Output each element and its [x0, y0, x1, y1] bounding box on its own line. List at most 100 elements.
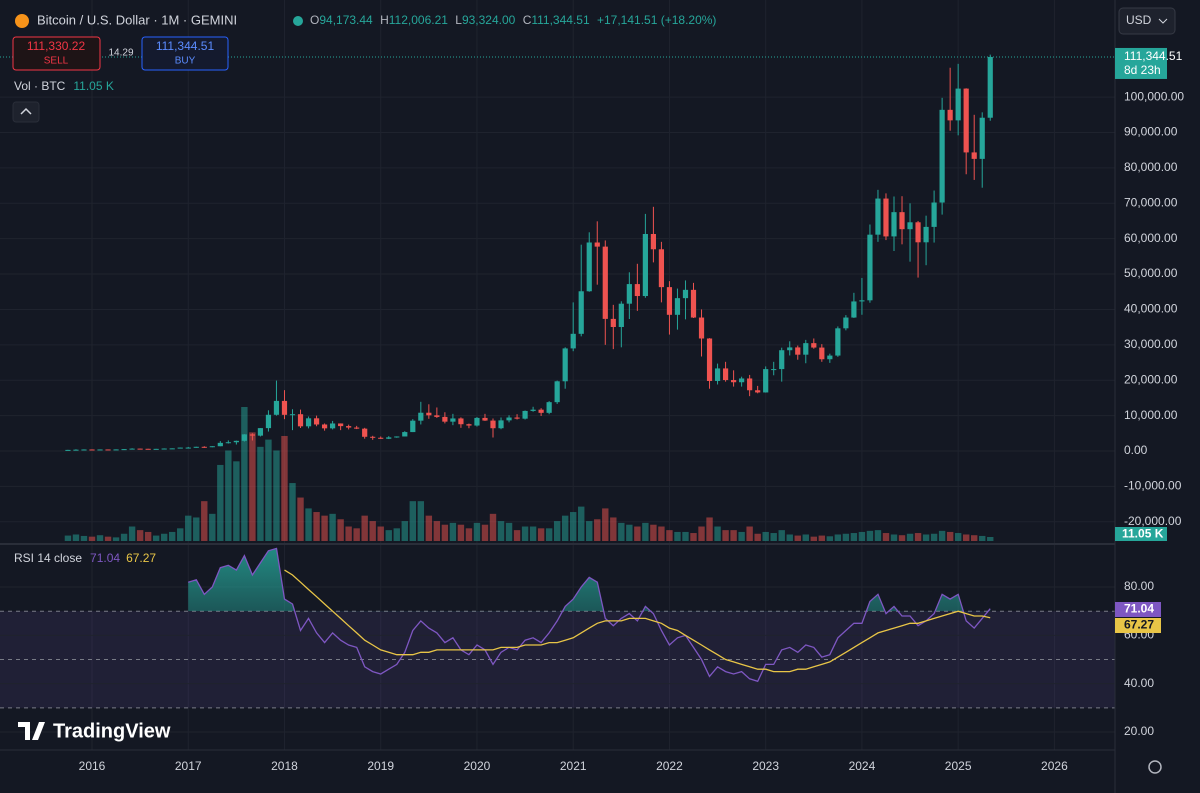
volume-bar	[289, 483, 296, 541]
volume-bar	[553, 521, 561, 541]
y-tick-label: 50,000.00	[1124, 266, 1178, 280]
rsi-tag	[1115, 618, 1161, 633]
change: +17,141.51 (+18.20%)	[597, 13, 716, 27]
volume-bar	[225, 450, 232, 541]
candle-body	[313, 418, 320, 425]
logo-icon	[18, 722, 45, 740]
candle-body	[931, 202, 937, 227]
x-tick-label: 2026	[1041, 759, 1068, 773]
ohlc-key: L	[455, 13, 462, 27]
volume-bar	[626, 524, 633, 541]
volume-bar	[489, 513, 497, 541]
candle-body	[706, 338, 713, 381]
candle-body	[362, 428, 368, 437]
candle-body	[763, 369, 769, 393]
volume-bar	[537, 528, 545, 541]
candle-body	[81, 449, 87, 451]
volume-bar	[112, 537, 120, 541]
volume-bar	[962, 534, 970, 541]
volume-bar	[201, 501, 208, 541]
y-tick-label: 10,000.00	[1124, 408, 1178, 422]
x-tick-label: 2022	[656, 759, 683, 773]
spread: 14.29	[108, 48, 133, 59]
candle-body	[843, 317, 849, 329]
candle-body	[418, 412, 424, 421]
y-tick-label: 70,000.00	[1124, 195, 1178, 209]
volume-bar	[265, 439, 272, 541]
ohlc-value: 93,324.00	[462, 13, 516, 27]
candle-body	[602, 246, 608, 319]
rsi-tag-value: 71.04	[1124, 602, 1154, 616]
volume-bar	[618, 522, 625, 541]
candle-body	[530, 409, 536, 411]
rsi-tick-label: 40.00	[1124, 676, 1154, 690]
candle-body	[570, 333, 576, 349]
volume-bar	[329, 513, 336, 541]
volume-bar	[64, 535, 72, 541]
volume-bar	[377, 526, 384, 541]
market-status[interactable]	[293, 16, 303, 26]
collapse-button[interactable]	[12, 101, 40, 123]
candle-body	[241, 434, 247, 441]
candle-body	[257, 428, 264, 436]
candle-body	[795, 347, 801, 355]
candle-body	[410, 420, 416, 433]
volume-bar	[906, 533, 914, 541]
candle-body	[249, 434, 255, 436]
candle-body	[161, 448, 167, 450]
volume-bar	[217, 464, 224, 541]
volume-bar	[281, 435, 288, 541]
volume-bar	[938, 530, 946, 541]
candle-body	[193, 446, 199, 448]
volume-bar	[586, 521, 593, 541]
volume-bar	[313, 512, 320, 541]
buy-button[interactable]	[141, 36, 229, 71]
candle-body	[330, 423, 336, 429]
volume-bar	[866, 530, 874, 541]
volume-bar	[337, 519, 344, 541]
volume-bar	[409, 501, 416, 541]
candle-body	[779, 350, 785, 370]
volume-bar	[369, 521, 376, 541]
candle-body	[923, 226, 929, 243]
rsi-legend: RSI 14 close 71.04 67.27	[14, 551, 156, 565]
candle-body	[562, 348, 568, 382]
candle-body	[442, 416, 448, 422]
volume-bar	[385, 530, 392, 541]
currency-select[interactable]	[1118, 7, 1176, 35]
candle-body	[747, 378, 753, 391]
volume-bar	[136, 530, 144, 541]
candle-body	[201, 446, 207, 448]
y-tick-label: 30,000.00	[1124, 337, 1178, 351]
price-tag-value: 111,344.51	[1124, 49, 1183, 63]
candle-body	[378, 437, 384, 439]
volume-bar	[209, 513, 216, 541]
candle-body	[658, 249, 665, 288]
volume-bar	[513, 530, 521, 541]
sell-button[interactable]	[12, 36, 101, 71]
volume-bar	[185, 515, 192, 541]
candle-body	[883, 198, 889, 237]
volume-bar	[898, 535, 906, 541]
candle-body	[899, 212, 905, 230]
candle-body	[698, 317, 705, 339]
settings-icon[interactable]	[1148, 760, 1162, 774]
candle-body	[803, 343, 809, 355]
volume-bar	[658, 526, 665, 541]
candle-body	[642, 234, 648, 297]
y-tick-label: 80,000.00	[1124, 160, 1178, 174]
volume-bar	[401, 521, 408, 541]
volume-tag-value: 11.05 K	[1122, 527, 1164, 541]
ohlc-key: H	[380, 13, 389, 27]
candle-body	[787, 347, 793, 351]
volume-bar	[305, 508, 312, 541]
candle-body	[731, 380, 737, 383]
volume-bar	[128, 526, 136, 541]
rsi-tick-label: 80.00	[1124, 579, 1154, 593]
volume-bar	[321, 515, 328, 541]
candle-body	[514, 417, 520, 419]
candle-body	[939, 109, 945, 203]
volume-bar	[714, 526, 721, 541]
candle-body	[626, 284, 632, 304]
symbol-title[interactable]: Bitcoin / U.S. Dollar · 1M · GEMINI	[37, 12, 237, 27]
